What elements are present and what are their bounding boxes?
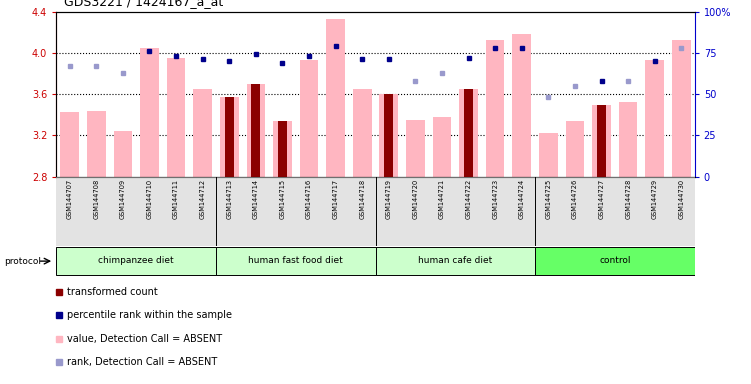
Bar [486,40,505,177]
Bar [508,177,535,246]
Text: GSM144717: GSM144717 [333,179,339,219]
Bar [385,94,394,177]
Bar [251,84,261,177]
Bar [273,121,291,177]
FancyBboxPatch shape [376,247,535,275]
Bar [220,97,239,177]
Text: GSM144707: GSM144707 [67,179,73,219]
Text: control: control [599,256,631,265]
Bar [246,84,265,177]
Bar [189,177,216,246]
Bar [216,177,243,246]
Bar [110,177,136,246]
Bar [326,19,345,177]
Bar [163,177,189,246]
Text: GSM144726: GSM144726 [572,179,578,219]
Bar [619,103,638,177]
Text: GSM144708: GSM144708 [93,179,99,219]
Bar [597,106,606,177]
Bar [376,177,402,246]
Bar [136,177,163,246]
Text: percentile rank within the sample: percentile rank within the sample [67,310,232,320]
FancyBboxPatch shape [535,247,695,275]
Bar [225,97,234,177]
Bar [455,177,482,246]
Bar [60,112,79,177]
Text: human fast food diet: human fast food diet [249,256,343,265]
Bar [87,111,106,177]
Bar [562,177,588,246]
Text: protocol: protocol [4,257,41,266]
Text: GSM144713: GSM144713 [226,179,232,219]
Bar [193,89,212,177]
Bar [278,121,287,177]
Text: chimpanzee diet: chimpanzee diet [98,256,174,265]
Text: GSM144725: GSM144725 [545,179,551,219]
Text: GSM144723: GSM144723 [492,179,498,219]
Text: GSM144712: GSM144712 [200,179,206,219]
Bar [668,177,695,246]
Bar [535,177,562,246]
FancyBboxPatch shape [56,247,216,275]
Bar [482,177,508,246]
Bar [433,117,451,177]
Bar [296,177,322,246]
Bar [566,121,584,177]
Bar [113,131,132,177]
Text: GSM144709: GSM144709 [120,179,126,219]
Bar [615,177,641,246]
Bar [83,177,110,246]
Text: GDS3221 / 1424167_a_at: GDS3221 / 1424167_a_at [64,0,223,8]
Text: GSM144714: GSM144714 [253,179,259,219]
Bar [460,89,478,177]
Text: human cafe diet: human cafe diet [418,256,493,265]
Bar [300,60,318,177]
Bar [269,177,296,246]
Bar [429,177,455,246]
Text: GSM144720: GSM144720 [412,179,418,219]
Bar [645,60,664,177]
Bar [379,94,398,177]
Text: rank, Detection Call = ABSENT: rank, Detection Call = ABSENT [67,358,217,367]
Text: GSM144729: GSM144729 [652,179,658,219]
Text: GSM144730: GSM144730 [678,179,684,219]
Text: GSM144727: GSM144727 [599,179,605,219]
Text: GSM144711: GSM144711 [173,179,179,219]
Bar [593,106,611,177]
FancyBboxPatch shape [216,247,376,275]
Text: GSM144716: GSM144716 [306,179,312,219]
Text: GSM144718: GSM144718 [359,179,365,219]
Bar [406,120,425,177]
Bar [243,177,269,246]
Text: GSM144721: GSM144721 [439,179,445,219]
Bar [588,177,615,246]
Bar [512,34,531,177]
Bar [641,177,668,246]
Text: GSM144715: GSM144715 [279,179,285,219]
Bar [322,177,349,246]
Text: value, Detection Call = ABSENT: value, Detection Call = ABSENT [67,334,222,344]
Text: GSM144728: GSM144728 [625,179,631,219]
Bar [539,133,558,177]
Bar [672,40,691,177]
Bar [464,89,473,177]
Bar [140,48,158,177]
Bar [402,177,429,246]
Bar [56,177,83,246]
Bar [349,177,376,246]
Bar [353,89,372,177]
Text: GSM144719: GSM144719 [386,179,392,219]
Text: GSM144724: GSM144724 [519,179,525,219]
Text: transformed count: transformed count [67,286,158,296]
Bar [167,58,185,177]
Text: GSM144722: GSM144722 [466,179,472,219]
Text: GSM144710: GSM144710 [146,179,152,219]
